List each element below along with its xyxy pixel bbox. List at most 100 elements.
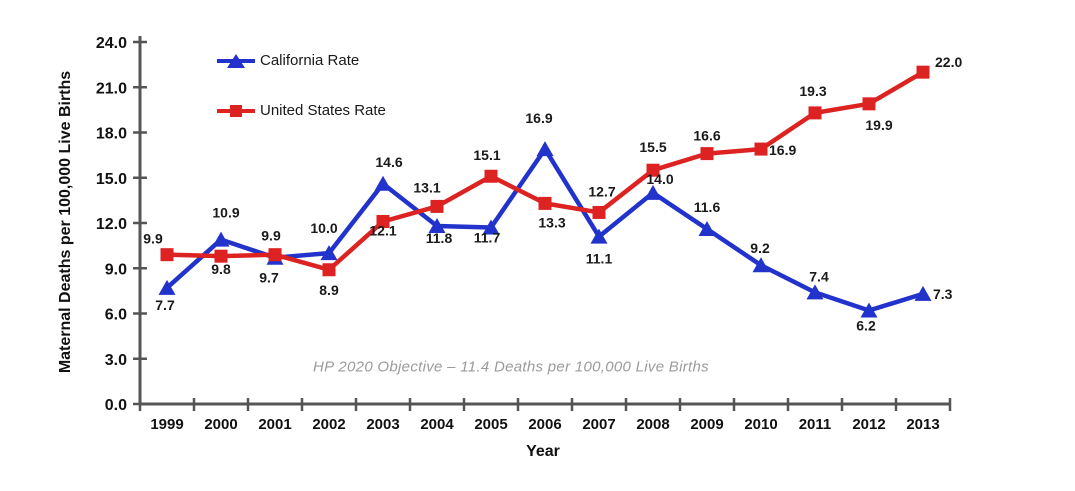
svg-text:10.9: 10.9 (212, 205, 239, 221)
svg-text:1999: 1999 (150, 416, 183, 433)
y-axis-title: Maternal Deaths per 100,000 Live Births (57, 70, 74, 374)
svg-text:16.6: 16.6 (693, 128, 720, 144)
svg-text:13.3: 13.3 (538, 214, 565, 230)
svg-text:15.5: 15.5 (639, 139, 666, 155)
data-point-marker (268, 248, 282, 262)
data-point-marker (322, 263, 336, 277)
svg-text:9.9: 9.9 (261, 228, 281, 244)
data-point-marker (808, 106, 822, 120)
data-point-marker (700, 147, 714, 161)
svg-text:11.8: 11.8 (426, 230, 453, 246)
data-point-marker (536, 141, 554, 157)
svg-text:2000: 2000 (204, 416, 237, 433)
svg-text:9.2: 9.2 (750, 240, 770, 256)
data-point-marker (482, 219, 500, 235)
svg-text:19.3: 19.3 (799, 83, 826, 99)
legend-item-california: California Rate (217, 52, 386, 69)
y-axis-ticks-and-labels: 0.0 3.0 6.0 9.0 12.0 15.0 18.0 21.0 24.0 (96, 35, 147, 414)
svg-text:2009: 2009 (690, 416, 723, 433)
legend-label-united-states: United States Rate (260, 102, 386, 119)
svg-text:12.0: 12.0 (96, 216, 127, 233)
data-point-marker (862, 97, 876, 111)
svg-text:15.1: 15.1 (473, 147, 500, 163)
data-point-marker (374, 175, 392, 191)
data-point-marker (806, 284, 824, 300)
data-point-marker (590, 228, 608, 244)
data-point-marker (860, 302, 878, 318)
svg-text:11.1: 11.1 (586, 251, 613, 267)
data-point-marker (752, 257, 770, 273)
svg-text:14.0: 14.0 (646, 171, 673, 187)
svg-text:9.7: 9.7 (259, 270, 279, 286)
data-point-marker (646, 163, 660, 177)
data-point-marker (538, 196, 552, 210)
svg-text:2012: 2012 (852, 416, 885, 433)
svg-text:6.2: 6.2 (856, 317, 876, 333)
svg-text:8.9: 8.9 (319, 282, 339, 298)
data-point-marker (754, 142, 768, 156)
legend: California Rate United States Rate (217, 52, 386, 119)
svg-text:6.0: 6.0 (105, 307, 127, 324)
svg-text:2010: 2010 (744, 416, 777, 433)
svg-text:12.1: 12.1 (369, 222, 396, 238)
data-labels: 7.7 10.9 9.7 10.0 14.6 11.8 11.7 16.9 11.1 14.0 11… (143, 54, 962, 333)
svg-text:9.9: 9.9 (143, 231, 163, 247)
data-point-marker (214, 249, 228, 263)
svg-text:2011: 2011 (799, 416, 832, 433)
data-point-marker (158, 279, 176, 295)
data-point-marker (484, 169, 498, 183)
square-marker-icon (217, 104, 255, 118)
data-point-marker (916, 65, 930, 79)
svg-text:18.0: 18.0 (96, 126, 127, 143)
svg-text:7.3: 7.3 (933, 286, 953, 302)
data-point-marker (430, 199, 444, 213)
svg-text:3.0: 3.0 (105, 352, 127, 369)
legend-label-california: California Rate (260, 52, 360, 69)
svg-text:10.0: 10.0 (310, 220, 337, 236)
svg-text:2013: 2013 (906, 416, 939, 433)
svg-text:14.6: 14.6 (375, 154, 402, 170)
data-point-marker (212, 231, 230, 247)
series-lines-and-markers (158, 65, 932, 318)
hp2020-objective-annotation: HP 2020 Objective – 11.4 Deaths per 100,… (313, 358, 709, 376)
svg-text:7.4: 7.4 (809, 268, 829, 284)
data-point-marker (428, 218, 446, 234)
svg-text:11.7: 11.7 (474, 230, 501, 246)
triangle-marker-icon (217, 53, 255, 68)
svg-text:24.0: 24.0 (96, 35, 127, 52)
data-point-marker (320, 245, 338, 261)
data-point-marker (592, 205, 606, 219)
svg-text:16.9: 16.9 (769, 142, 796, 158)
data-point-marker (160, 248, 174, 262)
svg-text:19.9: 19.9 (865, 117, 892, 133)
data-point-marker (914, 285, 932, 301)
svg-text:9.0: 9.0 (105, 261, 127, 278)
data-point-marker (376, 214, 390, 228)
svg-text:2007: 2007 (582, 416, 615, 433)
svg-text:9.8: 9.8 (211, 261, 231, 277)
svg-text:13.1: 13.1 (413, 179, 440, 195)
svg-text:2003: 2003 (366, 416, 399, 433)
svg-text:11.6: 11.6 (694, 199, 721, 215)
svg-text:0.0: 0.0 (105, 397, 127, 414)
svg-text:12.7: 12.7 (588, 183, 615, 199)
x-axis-ticks-and-labels: 1999 2000 2001 2002 2003 2004 2005 2006 2007 2008… (138, 398, 952, 433)
svg-text:15.0: 15.0 (96, 171, 127, 188)
svg-text:2001: 2001 (258, 416, 291, 433)
svg-text:21.0: 21.0 (96, 80, 127, 97)
data-point-marker (698, 221, 716, 237)
x-axis-title: Year (526, 443, 560, 460)
svg-text:7.7: 7.7 (155, 297, 175, 313)
svg-text:2004: 2004 (420, 416, 454, 433)
svg-text:2002: 2002 (312, 416, 345, 433)
svg-text:2008: 2008 (636, 416, 669, 433)
legend-item-united-states: United States Rate (217, 102, 386, 119)
svg-text:22.0: 22.0 (935, 54, 962, 70)
svg-text:2006: 2006 (528, 416, 561, 433)
svg-text:2005: 2005 (474, 416, 507, 433)
data-point-marker (644, 184, 662, 200)
axes (138, 36, 950, 406)
svg-text:16.9: 16.9 (525, 110, 552, 126)
